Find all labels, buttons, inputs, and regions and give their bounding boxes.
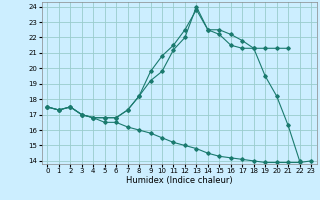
X-axis label: Humidex (Indice chaleur): Humidex (Indice chaleur) — [126, 176, 233, 185]
